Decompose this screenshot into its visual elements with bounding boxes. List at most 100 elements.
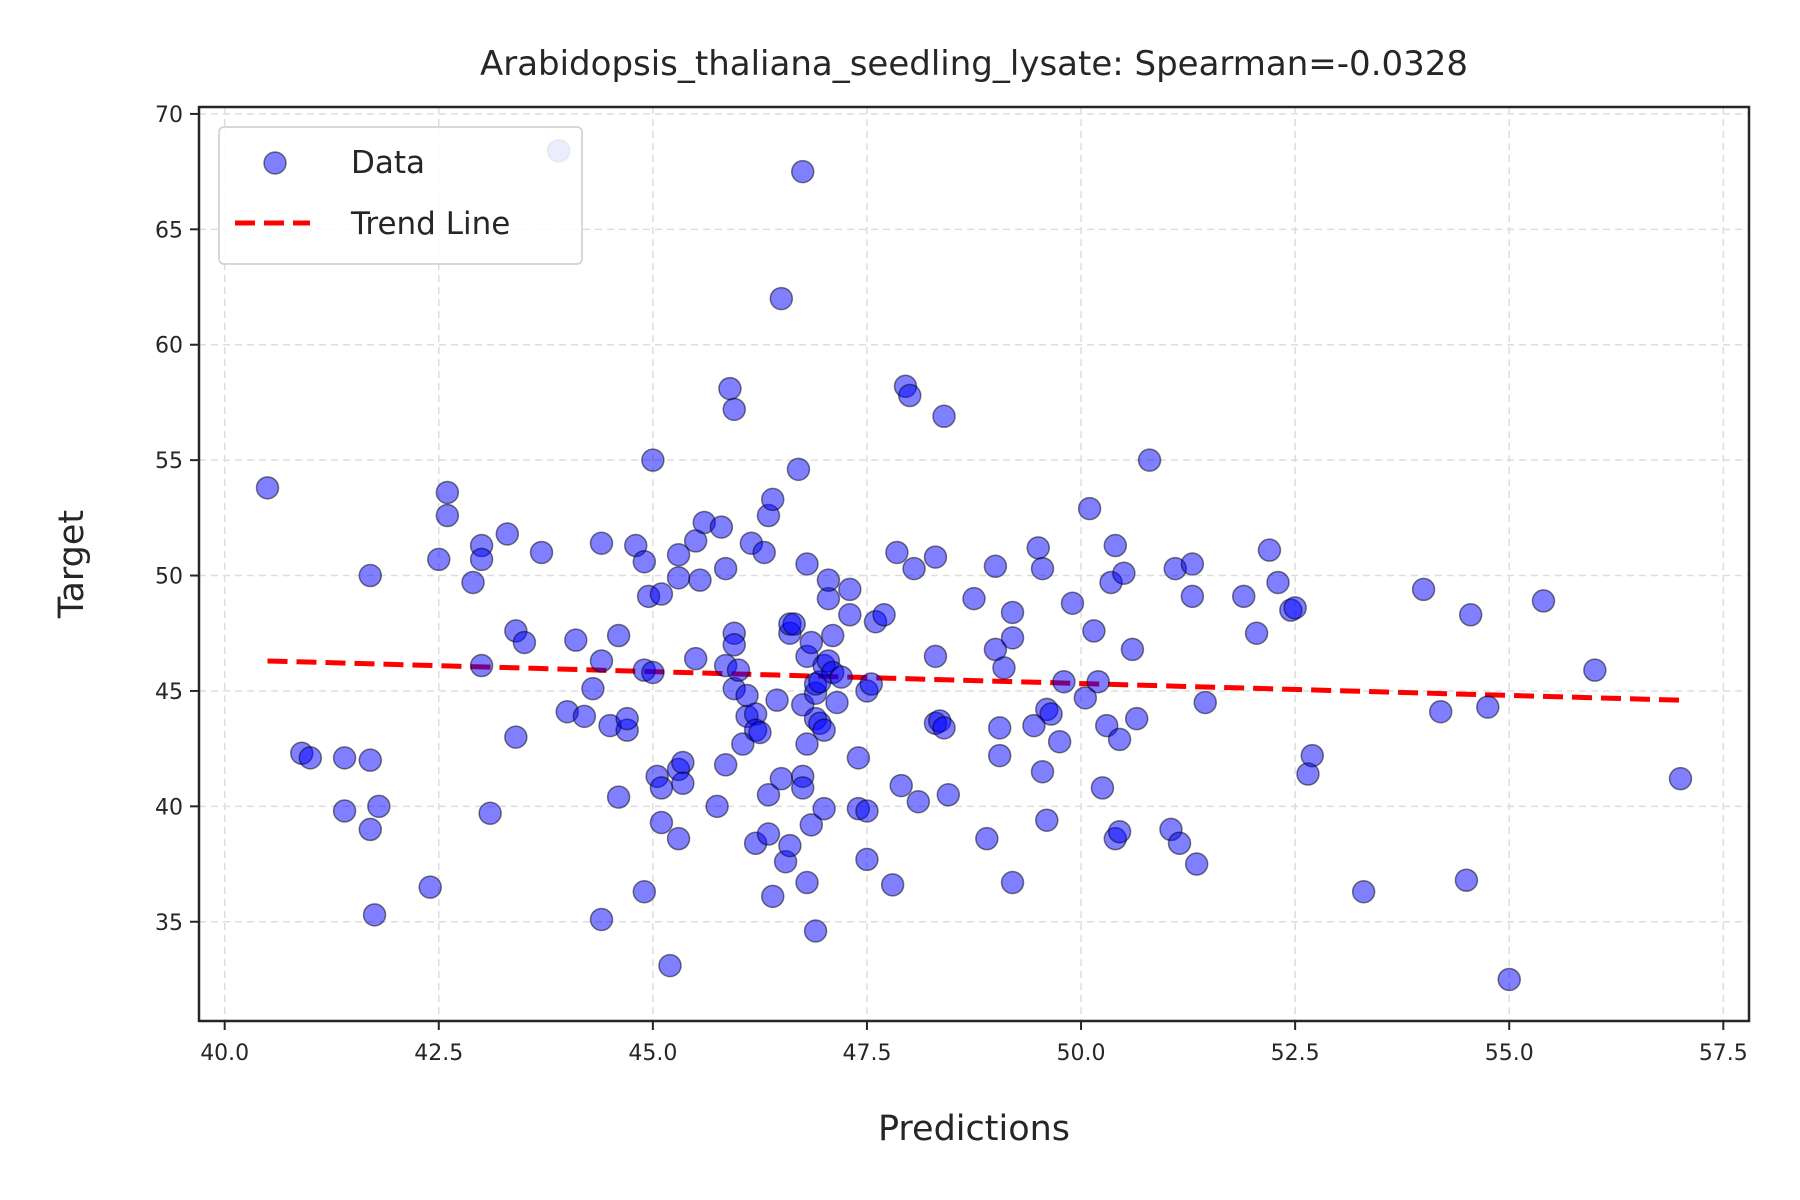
legend-box: [218, 126, 583, 265]
data-point: [632, 549, 657, 574]
data-point: [1454, 868, 1479, 892]
data-point: [795, 870, 819, 895]
data-point: [812, 796, 836, 821]
data-point: [992, 656, 1016, 680]
data-point: [936, 783, 961, 807]
y-tick-label: 65: [155, 218, 183, 243]
data-point: [756, 822, 781, 846]
data-point: [435, 480, 460, 505]
data-point: [358, 748, 383, 772]
data-point: [671, 750, 695, 775]
data-point: [671, 771, 695, 796]
data-point: [632, 879, 657, 904]
data-point: [1030, 759, 1055, 784]
data-point: [795, 732, 819, 756]
data-point: [790, 776, 815, 800]
data-point: [1184, 852, 1209, 876]
data-point: [1283, 596, 1307, 620]
x-tick-label: 50.0: [1057, 1041, 1106, 1066]
data-point: [1244, 621, 1269, 645]
data-point: [1428, 699, 1453, 724]
y-axis-ticks: 35 40 45 50 55 60 65 70: [155, 103, 199, 936]
data-point: [1026, 536, 1050, 560]
data-point: [1180, 584, 1205, 609]
plot-frame: [197, 105, 1751, 1023]
data-point: [1497, 967, 1521, 992]
data-point: [683, 646, 708, 671]
data-point: [1030, 556, 1055, 581]
data-point: [358, 563, 383, 588]
data-point: [1039, 702, 1063, 726]
data-point: [332, 799, 357, 823]
data-point: [367, 794, 391, 819]
data-point: [358, 817, 383, 842]
y-tick-label: 50: [155, 565, 183, 590]
data-point: [641, 660, 665, 685]
data-point: [1476, 695, 1500, 719]
data-point: [987, 743, 1012, 768]
data-point: [572, 704, 597, 729]
data-point: [872, 603, 896, 627]
data-point: [589, 649, 614, 673]
legend-label-trend: Trend Line: [350, 206, 510, 242]
data-point: [427, 547, 451, 572]
data-point: [722, 633, 746, 657]
data-point: [756, 783, 781, 807]
data-point: [803, 919, 828, 943]
data-point: [564, 628, 588, 652]
data-point: [1077, 496, 1102, 521]
data-point: [641, 448, 665, 472]
data-point: [1107, 727, 1132, 752]
data-point: [859, 672, 883, 696]
x-axis-ticks: 40.0 42.5 45.0 47.5 50.0 52.5 55.0 57.5: [200, 1021, 1748, 1066]
y-tick-label: 70: [155, 103, 183, 128]
y-axis-label: Target: [52, 510, 92, 619]
data-point: [1300, 743, 1325, 768]
data-point: [1022, 713, 1046, 738]
data-point: [825, 690, 849, 715]
x-tick-label: 40.0: [200, 1041, 249, 1066]
data-point: [1112, 561, 1136, 585]
data-point: [709, 515, 734, 539]
data-point: [1120, 637, 1145, 662]
data-point: [880, 873, 905, 897]
data-point: [1458, 603, 1483, 627]
data-point: [435, 503, 460, 528]
data-point: [1000, 600, 1025, 625]
legend: Data Trend Line: [218, 126, 583, 265]
y-tick-label: 45: [155, 680, 183, 705]
data-point: [790, 159, 815, 184]
data-point: [855, 847, 879, 872]
data-point: [1047, 729, 1072, 754]
data-point: [1137, 448, 1162, 472]
data-point: [666, 566, 691, 590]
chart-title: Arabidopsis_thaliana_seedling_lysate: Sp…: [480, 44, 1468, 84]
x-tick-label: 52.5: [1271, 1041, 1320, 1066]
data-point: [512, 630, 537, 655]
data-point: [1107, 819, 1132, 844]
data-point: [765, 688, 789, 712]
data-point: [1411, 577, 1436, 602]
data-point: [722, 397, 746, 422]
data-points: [255, 139, 1693, 992]
data-point: [615, 706, 639, 731]
trend-line-group: [267, 658, 1681, 703]
data-point: [658, 953, 682, 978]
data-point: [255, 476, 280, 500]
data-point: [786, 457, 811, 482]
data-point: [1082, 619, 1106, 643]
data-point: [962, 586, 986, 611]
data-point: [1193, 690, 1217, 715]
data-point: [1531, 589, 1556, 613]
data-point: [816, 568, 841, 592]
data-point: [1073, 686, 1098, 710]
data-point: [820, 623, 845, 648]
data-point: [705, 794, 729, 819]
data-point: [1232, 584, 1256, 609]
data-point: [748, 720, 772, 745]
x-axis-label: Predictions: [878, 1109, 1070, 1149]
data-point: [666, 543, 691, 567]
data-point: [846, 746, 871, 770]
data-point: [1000, 870, 1025, 895]
legend-marker-data: [263, 151, 287, 175]
